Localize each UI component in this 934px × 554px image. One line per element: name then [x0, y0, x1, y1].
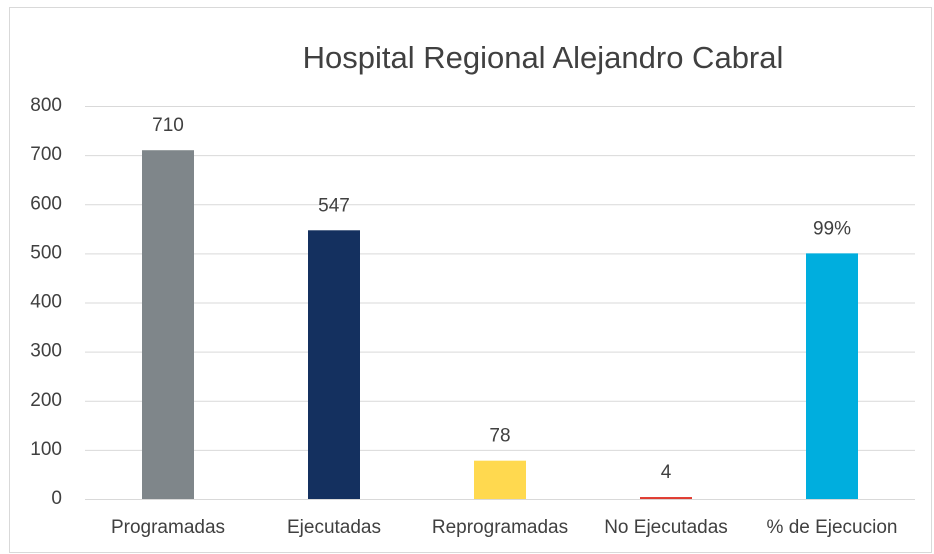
y-tick-label: 100 [30, 439, 62, 460]
data-label: 78 [489, 426, 510, 447]
x-tick-label: Reprogramadas [432, 517, 568, 538]
x-tick-label: Ejecutadas [287, 517, 381, 538]
bar [142, 150, 194, 499]
chart-title: Hospital Regional Alejandro Cabral [303, 40, 784, 75]
bar [308, 230, 360, 499]
data-label: 99% [813, 218, 851, 239]
data-label: 547 [318, 195, 350, 216]
y-tick-label: 400 [30, 292, 62, 313]
bar [474, 460, 526, 499]
data-label: 710 [152, 115, 184, 136]
bar [640, 497, 692, 500]
x-tick-label: % de Ejecucion [767, 517, 898, 538]
x-tick-label: No Ejecutadas [604, 517, 728, 538]
y-tick-label: 0 [51, 488, 62, 509]
x-tick-label: Programadas [111, 517, 225, 538]
y-tick-label: 500 [30, 242, 62, 263]
y-tick-label: 700 [30, 144, 62, 165]
data-label: 4 [661, 462, 672, 483]
y-tick-label: 800 [30, 95, 62, 116]
bar [806, 253, 858, 499]
y-tick-label: 200 [30, 390, 62, 411]
y-tick-label: 300 [30, 341, 62, 362]
y-tick-label: 600 [30, 193, 62, 214]
